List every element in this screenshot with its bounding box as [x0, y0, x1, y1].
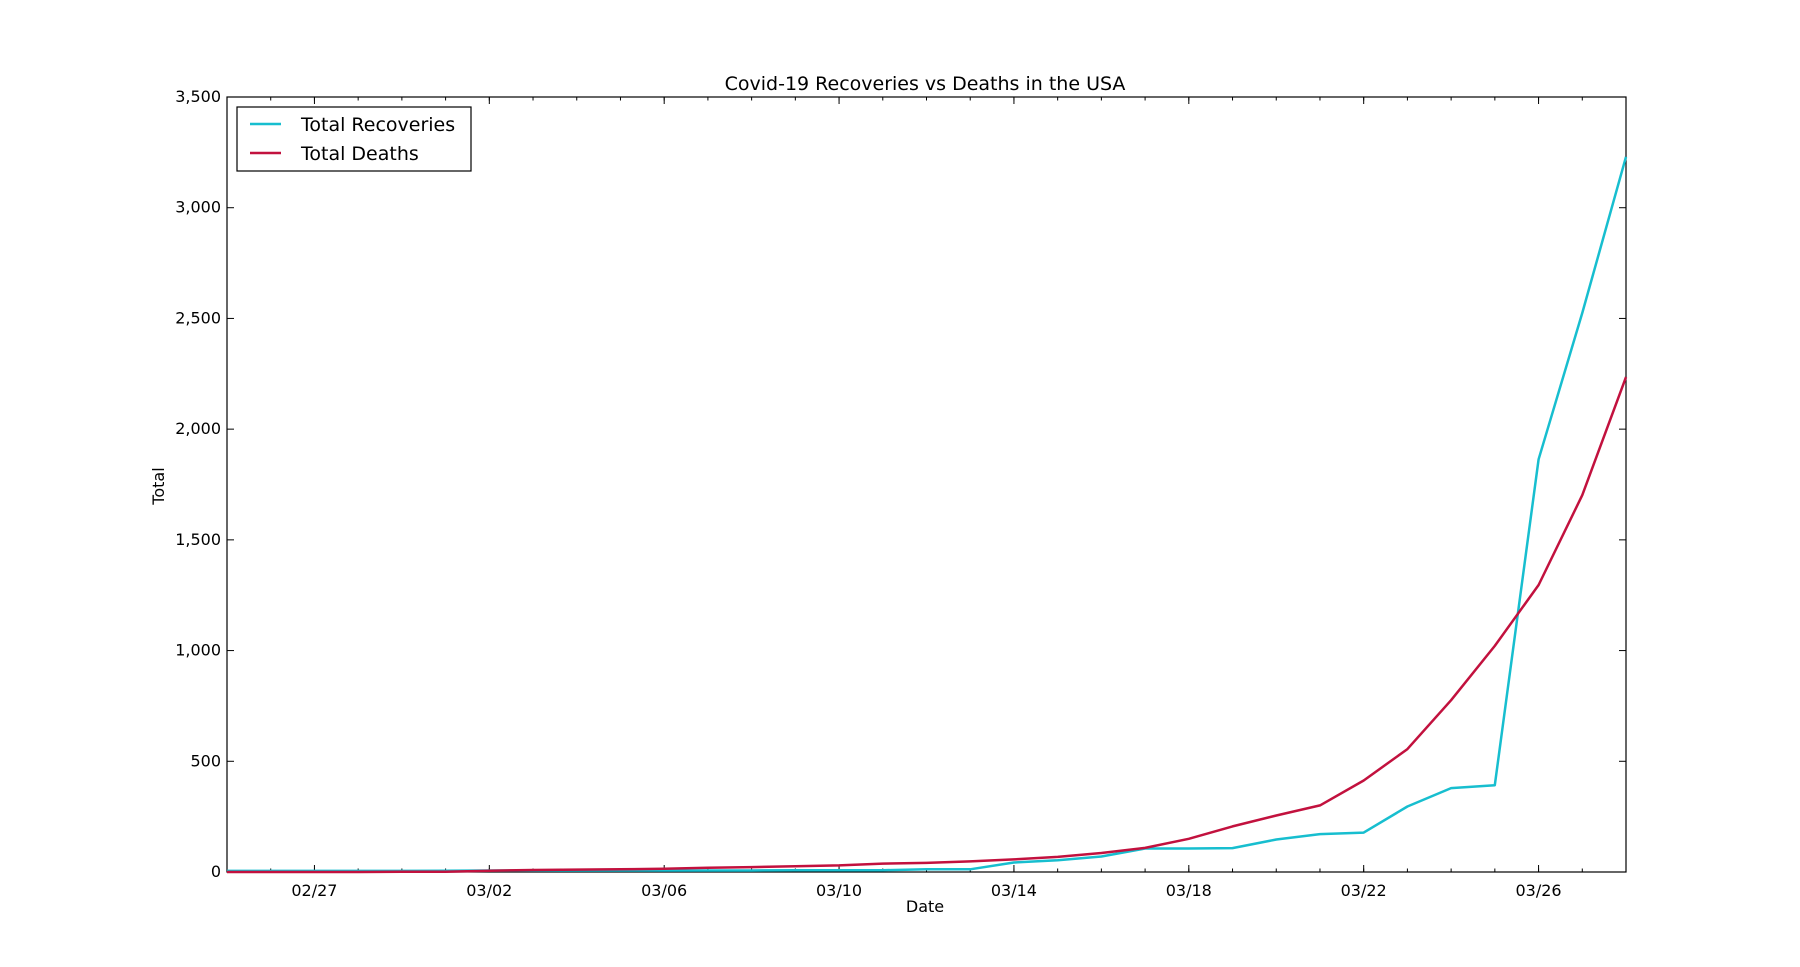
plot-area: 0 500 1,000 1,500 2,000 2,500 3,000 3,500 02/27 0… — [175, 87, 1628, 900]
series-line-total-deaths — [227, 376, 1628, 874]
x-tick-label: 03/10 — [816, 881, 862, 900]
chart-title: Covid-19 Recoveries vs Deaths in the USA — [725, 73, 1126, 95]
y-tick-label: 3,000 — [175, 198, 221, 217]
y-tick-label: 2,500 — [175, 308, 221, 327]
y-tick-label: 1,000 — [175, 641, 221, 660]
y-tick-label: 500 — [190, 751, 221, 770]
x-tick-label: 02/27 — [291, 881, 337, 900]
x-tick-label: 03/22 — [1341, 881, 1387, 900]
plot-frame — [226, 96, 1627, 873]
x-tick-label: 03/02 — [466, 881, 512, 900]
x-tick-label: 03/26 — [1516, 881, 1562, 900]
x-tick-label: 03/14 — [991, 881, 1037, 900]
legend: Total Recoveries Total Deaths — [236, 106, 472, 172]
y-tick-label: 2,000 — [175, 419, 221, 438]
x-tick-label: 03/06 — [641, 881, 687, 900]
series-line-total-recoveries — [227, 156, 1628, 873]
y-tick-label: 0 — [211, 862, 221, 881]
y-tick-label: 1,500 — [175, 530, 221, 549]
legend-label-total-recoveries: Total Recoveries — [300, 114, 455, 136]
y-tick-label: 3,500 — [175, 87, 221, 106]
x-tick-label: 03/18 — [1166, 881, 1212, 900]
x-axis-label: Date — [906, 897, 944, 916]
legend-box — [236, 106, 472, 172]
legend-label-total-deaths: Total Deaths — [300, 143, 419, 165]
y-axis-label: Total — [149, 467, 168, 505]
